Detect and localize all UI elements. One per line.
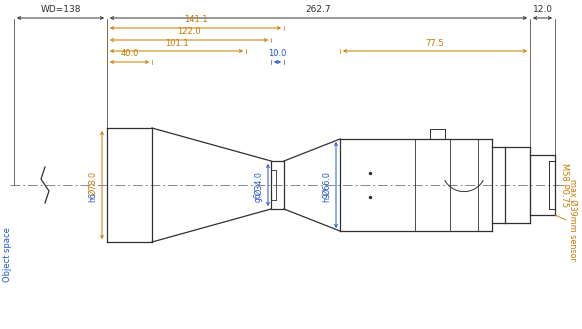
Text: h6: h6 — [88, 192, 97, 202]
Text: M58 P0.75: M58 P0.75 — [560, 163, 569, 207]
Text: max Ø39mm sensor: max Ø39mm sensor — [568, 179, 577, 261]
Text: Ø78.0: Ø78.0 — [88, 171, 97, 195]
Text: 122.0: 122.0 — [177, 28, 201, 37]
Text: 10.0: 10.0 — [268, 49, 287, 59]
Text: 101.1: 101.1 — [165, 38, 189, 47]
Text: g6: g6 — [254, 192, 263, 202]
Text: Ø66.0: Ø66.0 — [322, 171, 331, 195]
Text: h9: h9 — [322, 192, 331, 202]
Text: Ø34.0: Ø34.0 — [254, 171, 263, 195]
Text: 141.1: 141.1 — [184, 15, 207, 24]
Text: WD=138: WD=138 — [40, 6, 81, 14]
Text: 12.0: 12.0 — [533, 6, 552, 14]
Text: 40.0: 40.0 — [120, 49, 139, 59]
Text: 262.7: 262.7 — [306, 6, 331, 14]
Text: Object space: Object space — [3, 228, 12, 282]
Text: 77.5: 77.5 — [425, 38, 444, 47]
